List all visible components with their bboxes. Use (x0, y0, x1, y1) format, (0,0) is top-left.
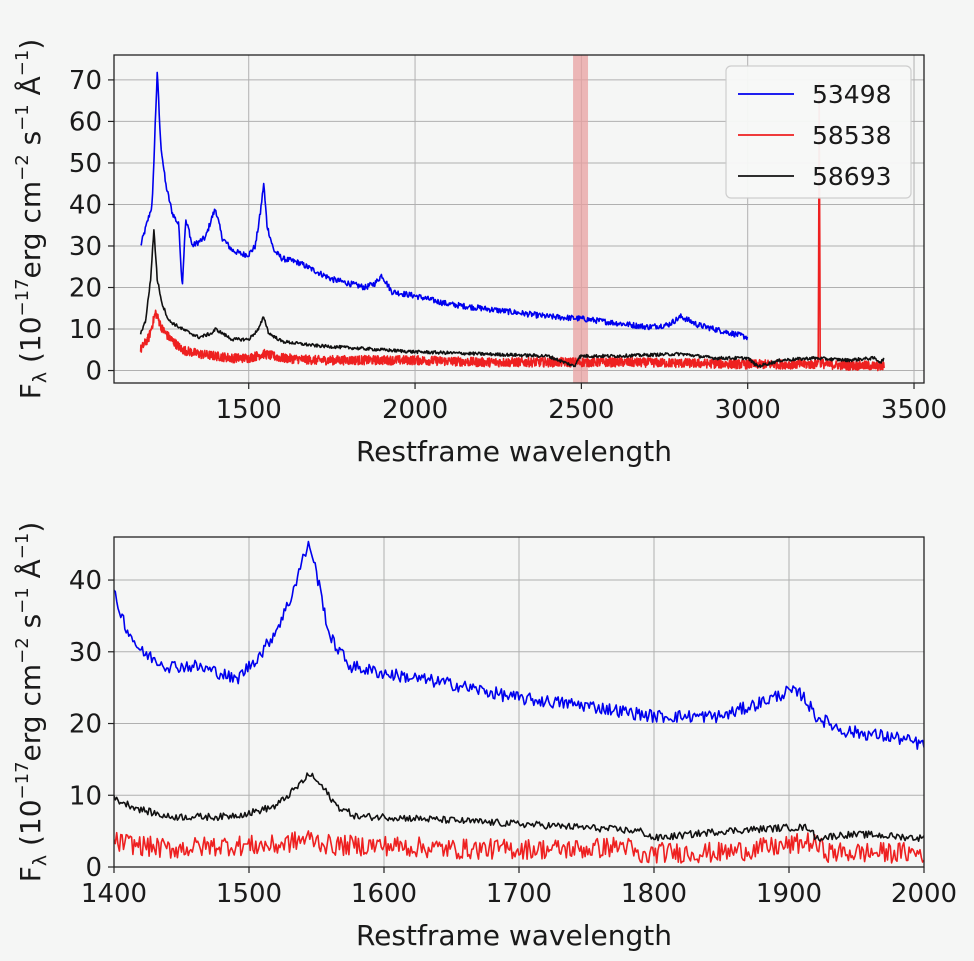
legend-label-53498: 53498 (812, 80, 892, 109)
y-tick-label: 30 (69, 638, 102, 668)
legend-box (725, 65, 912, 199)
y-tick-label: 0 (85, 853, 102, 883)
y-tick-label: 10 (69, 781, 102, 811)
x-tick-label: 1500 (216, 395, 282, 425)
y-tick-label: 20 (69, 710, 102, 740)
y-axis-label: Fλ (10−17erg cm−2 s−1 Å−1) (12, 522, 51, 883)
bottom-chart: 1400 1500 1600 1700 1800 1900 2000 0 10 20 30 40 Res… (12, 522, 957, 952)
series-line-53498 (114, 540, 924, 750)
x-axis-label: Restframe wavelength (356, 919, 672, 952)
highlight-band (573, 55, 589, 383)
y-tick-label: 0 (85, 357, 102, 387)
x-tick-label: 2000 (382, 395, 448, 425)
x-tick-label: 1800 (621, 879, 687, 909)
y-tick-label: 20 (69, 274, 102, 304)
x-tick-label: 1900 (756, 879, 822, 909)
x-tick-label: 1500 (216, 879, 282, 909)
y-axis-label: Fλ (10−17erg cm−2 s−1 Å−1) (12, 39, 51, 400)
series-line-58693 (114, 772, 924, 843)
top-chart: 1500 2000 2500 3000 3500 0 10 20 30 40 50 60 70 Restf… (12, 39, 947, 468)
y-tick-label: 10 (69, 315, 102, 345)
y-tick-label: 40 (69, 190, 102, 220)
x-tick-label: 1700 (486, 879, 552, 909)
legend-label-58693: 58693 (812, 162, 892, 191)
y-tick-label: 40 (69, 566, 102, 596)
y-tick-label: 30 (69, 232, 102, 262)
legend-label-58538: 58538 (812, 121, 892, 150)
x-tick-label: 2000 (891, 879, 957, 909)
x-tick-label: 2500 (548, 395, 614, 425)
x-tick-label: 1400 (81, 879, 147, 909)
series-line-53498 (140, 71, 749, 341)
x-tick-label: 1600 (351, 879, 417, 909)
series-line-58693 (139, 229, 885, 368)
y-tick-label: 70 (69, 66, 102, 96)
x-tick-label: 3000 (715, 395, 781, 425)
x-axis-label: Restframe wavelength (356, 435, 672, 468)
series-line-58538 (114, 830, 924, 864)
y-tick-label: 50 (69, 149, 102, 179)
x-tick-label: 3500 (881, 395, 947, 425)
axes-frame (113, 54, 925, 384)
y-tick-label: 60 (69, 107, 102, 137)
